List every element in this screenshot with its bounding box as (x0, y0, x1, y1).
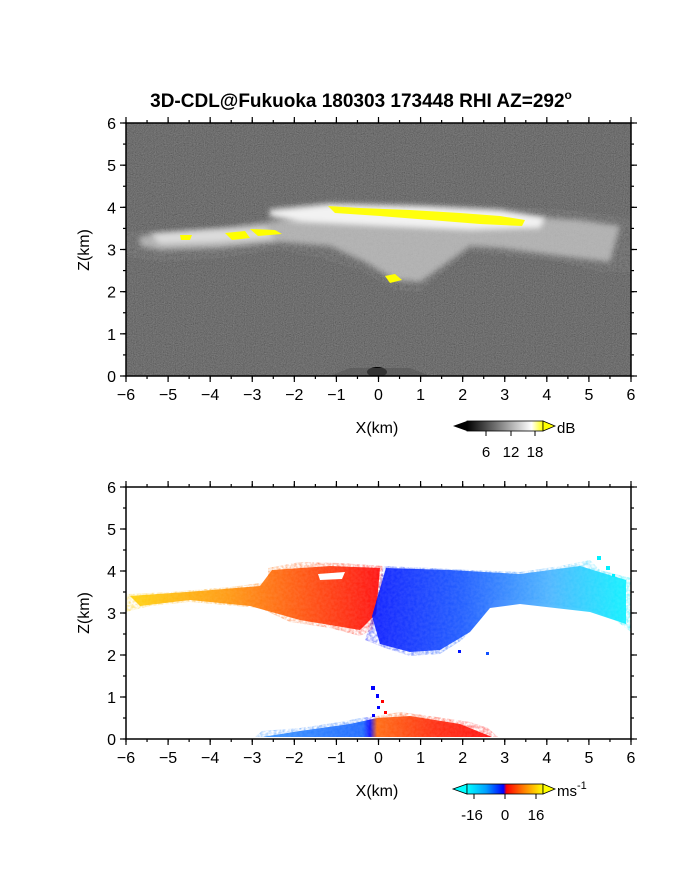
chart-title: 3D-CDL@Fukuoka 180303 173448 RHI AZ=292o (150, 88, 572, 112)
top-x-tick-label: 4 (542, 387, 551, 404)
top-y-tick-label: 6 (107, 116, 116, 133)
bottom-y-tick-label: 5 (107, 522, 116, 539)
top-x-tick-label: −3 (243, 387, 261, 404)
bottom-y-axis-label: Z(km) (76, 592, 93, 634)
top-y-tick-label: 2 (107, 285, 116, 302)
bottom-x-tick-label: −2 (285, 750, 303, 767)
top-x-tick-label: −4 (201, 387, 219, 404)
top-x-tick-label: 5 (584, 387, 593, 404)
top-x-tick-label: −2 (285, 387, 303, 404)
bottom-x-tick-label: 1 (416, 750, 425, 767)
cb-tick-6: 6 (482, 444, 490, 461)
top-axes (120, 117, 637, 382)
bottom-x-tick-label: 3 (500, 750, 509, 767)
bottom-y-tick-label: 0 (107, 732, 116, 749)
bottom-x-tick-label: −4 (201, 750, 219, 767)
cb-tick-neg16: -16 (461, 807, 483, 824)
top-y-tick-label: 1 (107, 327, 116, 344)
bottom-y-tick-label: 3 (107, 606, 116, 623)
top-x-tick-label: −1 (327, 387, 345, 404)
top-y-tick-label: 3 (107, 243, 116, 260)
top-y-tick-label: 5 (107, 158, 116, 175)
bottom-x-tick-label: −5 (159, 750, 177, 767)
velocity-unit: ms-1 (557, 780, 587, 800)
top-y-axis-label: Z(km) (76, 229, 93, 271)
bottom-y-tick-label: 4 (107, 564, 116, 581)
bottom-y-tick-label: 6 (107, 480, 116, 497)
cb-tick-0: 0 (501, 807, 509, 824)
velocity-colorbar: ms-1 -16 0 16 (451, 780, 587, 824)
top-x-tick-label: 0 (374, 387, 383, 404)
top-x-tick-label: −5 (159, 387, 177, 404)
cb-tick-18: 18 (527, 444, 544, 461)
top-tick-labels: −6 −5 −4 −3 −2 −1 0 1 2 3 4 5 6 0 1 2 3 4 5 6 (107, 116, 635, 404)
reflectivity-unit: dB (557, 420, 575, 437)
bottom-x-tick-label: 6 (627, 750, 636, 767)
bottom-x-tick-label: −6 (117, 750, 135, 767)
bottom-x-tick-label: 0 (374, 750, 383, 767)
reflectivity-field (126, 123, 631, 376)
cb-tick-12: 12 (503, 444, 520, 461)
reflectivity-colorbar: dB 6 12 18 (453, 420, 575, 461)
bottom-x-axis-label: X(km) (356, 783, 399, 800)
top-x-axis-label: X(km) (356, 420, 399, 437)
bottom-y-tick-label: 2 (107, 648, 116, 665)
bottom-x-tick-label: −1 (327, 750, 345, 767)
bottom-axes (120, 481, 637, 745)
bottom-tick-labels: −6 −5 −4 −3 −2 −1 0 1 2 3 4 5 6 0 1 2 3 4 5 6 (107, 480, 635, 767)
bottom-x-tick-label: 2 (458, 750, 467, 767)
velocity-field (126, 487, 631, 739)
top-y-tick-label: 0 (107, 369, 116, 386)
top-x-tick-label: 6 (627, 387, 636, 404)
top-x-tick-label: −6 (117, 387, 135, 404)
bottom-x-tick-label: 4 (542, 750, 551, 767)
bottom-x-tick-label: 5 (584, 750, 593, 767)
bottom-x-tick-label: −3 (243, 750, 261, 767)
top-x-tick-label: 3 (500, 387, 509, 404)
cb-tick-16: 16 (528, 807, 545, 824)
top-x-tick-label: 1 (416, 387, 425, 404)
top-x-tick-label: 2 (458, 387, 467, 404)
top-y-tick-label: 4 (107, 200, 116, 217)
bottom-y-tick-label: 1 (107, 690, 116, 707)
